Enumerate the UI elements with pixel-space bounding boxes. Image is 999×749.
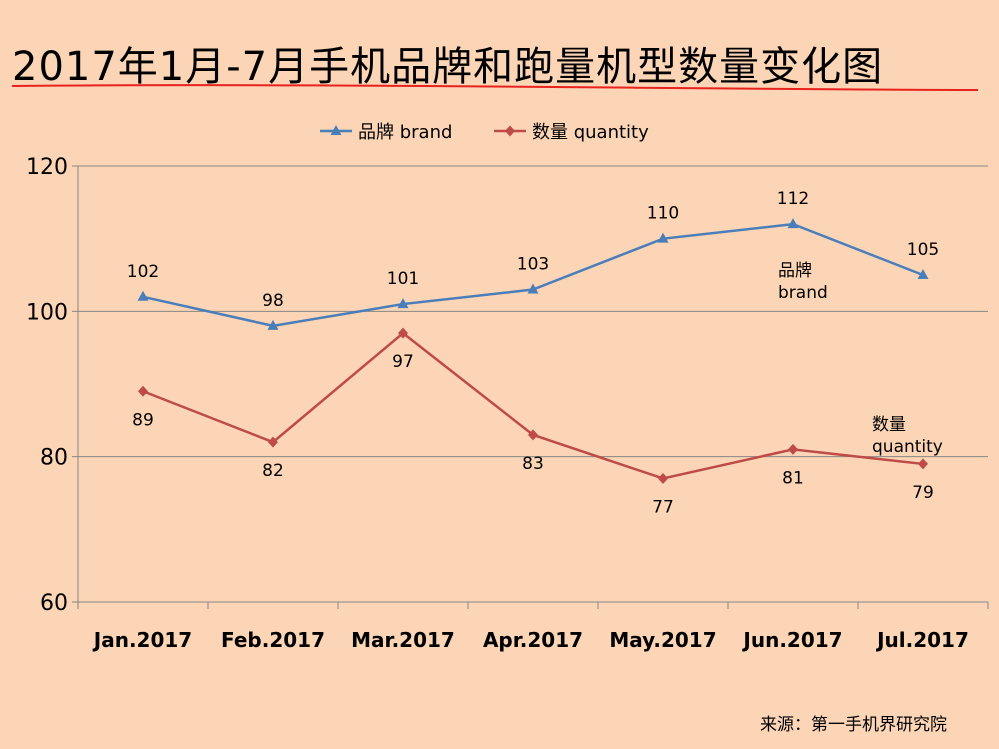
legend-label: 品牌 brand [358, 122, 452, 143]
data-point [268, 436, 278, 448]
data-point [137, 290, 149, 301]
data-point [917, 269, 929, 279]
data-point [918, 458, 928, 470]
legend-marker [505, 125, 515, 137]
title-underline [12, 84, 979, 91]
series-annotation: 数量 [872, 415, 906, 435]
y-tick-label: 60 [40, 591, 68, 616]
series-annotation: 品牌 [778, 261, 812, 281]
x-tick-label: Mar.2017 [351, 628, 455, 652]
data-label: 97 [392, 352, 414, 372]
y-tick-label: 100 [26, 300, 68, 325]
data-label: 110 [647, 204, 679, 224]
x-tick-label: Feb.2017 [221, 628, 325, 652]
data-point [267, 319, 279, 330]
data-label: 103 [517, 255, 549, 275]
data-point [657, 232, 669, 243]
data-point [787, 218, 799, 229]
data-label: 98 [262, 291, 284, 311]
y-tick-label: 80 [40, 446, 68, 471]
data-label: 105 [907, 240, 939, 260]
data-point [658, 472, 668, 484]
x-tick-label: May.2017 [609, 628, 716, 652]
data-point [397, 298, 409, 309]
x-tick-label: Jun.2017 [741, 628, 842, 652]
page-title: 2017年1月-7月手机品牌和跑量机型数量变化图 [12, 44, 884, 90]
data-point [528, 429, 538, 441]
series-annotation: quantity [872, 437, 943, 457]
legend-marker [330, 125, 342, 135]
data-label: 89 [132, 410, 154, 430]
data-label: 112 [777, 189, 809, 209]
x-tick-label: Apr.2017 [483, 628, 583, 652]
data-label: 82 [262, 461, 284, 481]
y-tick-label: 120 [26, 155, 68, 180]
data-label: 77 [652, 497, 674, 517]
data-label: 81 [782, 468, 804, 488]
data-point [398, 327, 408, 339]
x-tick-label: Jan.2017 [92, 628, 192, 652]
data-label: 83 [522, 454, 544, 474]
data-label: 102 [127, 262, 159, 282]
source-note: 来源：第一手机界研究院 [760, 715, 947, 735]
data-point [788, 443, 798, 455]
data-point [138, 385, 148, 397]
x-tick-label: Jul.2017 [875, 628, 969, 652]
legend-label: 数量 quantity [532, 122, 649, 143]
data-label: 101 [387, 269, 419, 289]
data-point [527, 283, 539, 294]
series-annotation: brand [778, 283, 828, 303]
data-label: 79 [912, 483, 934, 503]
